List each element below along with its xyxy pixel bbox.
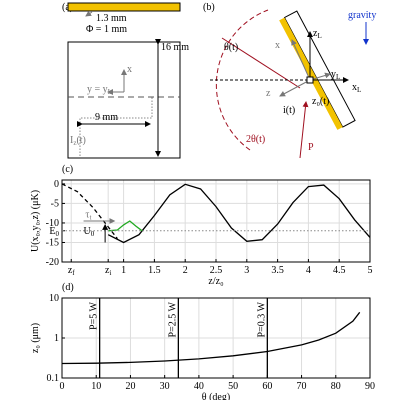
thickness: 1.3 mm bbox=[96, 13, 127, 24]
x-tick-label: 1 bbox=[121, 265, 126, 276]
z-label: z bbox=[266, 88, 271, 99]
two-theta: 2θ(t) bbox=[246, 134, 265, 145]
x-tick-label: 2 bbox=[183, 265, 188, 276]
sub: L bbox=[108, 88, 112, 96]
sub: t bbox=[89, 213, 91, 221]
arrow bbox=[85, 10, 93, 17]
atom bbox=[306, 76, 314, 84]
plate bbox=[67, 2, 181, 12]
x-tick-label: 1.5 bbox=[148, 265, 161, 276]
x-tick-label: 10 bbox=[91, 381, 101, 392]
sub: L bbox=[357, 86, 361, 94]
x-label: x bbox=[127, 64, 132, 75]
arc bbox=[215, 9, 269, 151]
x-tick-label: 2.5 bbox=[210, 265, 223, 276]
x-tick-label: 4 bbox=[306, 265, 311, 276]
x-tick-label: 80 bbox=[331, 381, 341, 392]
y-axis-label: U(x₀,y₀,z) (μK) bbox=[30, 190, 41, 252]
y-axis-label: z₀ (μm) bbox=[30, 323, 41, 353]
x-tick-label: 70 bbox=[297, 381, 307, 392]
x-tick-label: 50 bbox=[228, 381, 238, 392]
text: U bbox=[84, 226, 92, 237]
text: y bbox=[331, 69, 336, 80]
y-eq: y = yL bbox=[87, 84, 112, 96]
charts: (c)zf zi 1 1.5 2 2.5 3 3.5 4 4.5 5-20-15E0-10-50τt… bbox=[30, 164, 375, 400]
tick-text: E bbox=[49, 226, 55, 237]
panel-label: (b) bbox=[203, 2, 215, 13]
x-tick-label: zi bbox=[105, 265, 111, 277]
data-line bbox=[108, 220, 143, 232]
x-axis-label: θ (deg) bbox=[202, 392, 230, 400]
y-tick-label: 0 bbox=[54, 179, 59, 190]
height: 16 mm bbox=[161, 42, 189, 53]
z-l: zL bbox=[313, 28, 322, 40]
x-tick-label: 3 bbox=[244, 265, 249, 276]
panel-label: (c) bbox=[62, 164, 73, 175]
text: x bbox=[352, 82, 357, 93]
y-l: yL bbox=[331, 69, 340, 81]
marker-label: P=5 W bbox=[89, 301, 100, 330]
wire bbox=[79, 97, 153, 156]
beam bbox=[299, 101, 309, 159]
data-line bbox=[61, 311, 361, 365]
gravity: gravity bbox=[348, 10, 376, 21]
x-tick-label: 4.5 bbox=[333, 265, 346, 276]
plot-frame bbox=[61, 297, 371, 379]
x-tick-label: 5 bbox=[368, 265, 373, 276]
x-tick-label: 90 bbox=[365, 381, 375, 392]
y-tick-label: -20 bbox=[46, 257, 59, 268]
sub: L bbox=[336, 73, 340, 81]
panel-a: (a) 1.3 mm Φ = 1 mm 16 mm 9 mm x y = yL … bbox=[62, 2, 189, 159]
tick-text: z bbox=[105, 265, 110, 276]
sub: 0 bbox=[91, 230, 95, 238]
plot-frame bbox=[61, 179, 371, 263]
x-tick-label: 30 bbox=[160, 381, 170, 392]
x-tick-label: 60 bbox=[262, 381, 272, 392]
annotation: τt bbox=[85, 209, 91, 221]
y-tick-label: E0 bbox=[49, 226, 59, 238]
text: z bbox=[313, 28, 318, 39]
y-tick-label: 10 bbox=[49, 293, 59, 304]
current: i(t) bbox=[283, 105, 295, 116]
data-line bbox=[107, 183, 371, 244]
annotation: U0 bbox=[84, 226, 95, 238]
y-tick-label: 1 bbox=[54, 333, 59, 344]
text: (t) bbox=[76, 135, 85, 146]
tick-text: z bbox=[68, 265, 73, 276]
x-tick-label: 40 bbox=[194, 381, 204, 392]
arrow bbox=[291, 39, 311, 81]
current: Iz(t) bbox=[70, 135, 86, 147]
panel-b: (b) xL zL yL gravity θ(t) x z i(t) z₀(t)… bbox=[203, 2, 376, 159]
power: P bbox=[308, 142, 314, 153]
chip bbox=[67, 41, 181, 159]
x-label: x bbox=[275, 40, 280, 51]
text: y = y bbox=[87, 84, 108, 95]
marker-label: P=2.5 W bbox=[167, 301, 178, 337]
width: 9 mm bbox=[95, 112, 118, 123]
text: τ bbox=[85, 209, 89, 220]
y-tick-label: -10 bbox=[46, 218, 59, 229]
x-tick-label: zf bbox=[68, 265, 75, 277]
offset: z₀(t) bbox=[312, 96, 329, 107]
tick-sub: i bbox=[109, 269, 111, 277]
y-tick-label: -5 bbox=[51, 198, 59, 209]
tick-sub: 0 bbox=[56, 230, 60, 238]
tick-sub: f bbox=[72, 269, 75, 277]
y-tick-label: -15 bbox=[46, 237, 59, 248]
x-axis-label: z/z₀ bbox=[208, 276, 224, 287]
theta: θ(t) bbox=[224, 42, 238, 53]
diameter: Φ = 1 mm bbox=[86, 24, 127, 35]
x-tick-label: 3.5 bbox=[271, 265, 284, 276]
arrow bbox=[279, 79, 311, 97]
x-tick-label: 20 bbox=[125, 381, 135, 392]
y-tick-label: 0.1 bbox=[47, 373, 60, 384]
sub: L bbox=[317, 32, 321, 40]
text: I bbox=[70, 135, 73, 146]
marker-label: P=0.3 W bbox=[256, 301, 267, 337]
sub: z bbox=[73, 139, 76, 147]
x-l: xL bbox=[352, 82, 361, 94]
x-tick-label: 0 bbox=[60, 381, 65, 392]
panel-label: (d) bbox=[62, 282, 74, 293]
